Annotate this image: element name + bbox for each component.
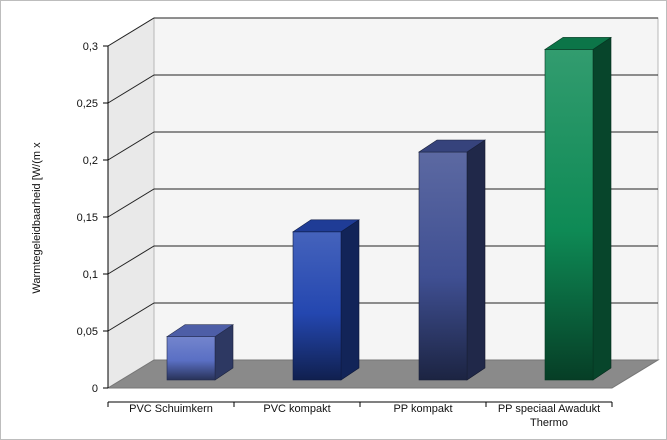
bar-front <box>292 231 342 381</box>
y-tick-label: 0,1 <box>83 269 98 281</box>
x-tick-label: PVC kompakt <box>263 403 330 415</box>
bar-front <box>418 151 468 381</box>
y-axis: 0 0,05 0,1 0,15 0,2 0,25 0,3 <box>77 41 109 395</box>
gridline <box>107 302 658 332</box>
y-tick-label: 0 <box>92 383 98 395</box>
gridline <box>107 131 658 161</box>
x-tick-label: PVC Schuimkern <box>129 403 213 415</box>
bar-2 <box>292 219 360 381</box>
bar-side <box>340 219 360 381</box>
bar-1 <box>166 324 234 381</box>
bar-4 <box>544 36 612 381</box>
bar-top <box>418 139 486 153</box>
floor <box>106 359 660 389</box>
x-axis: PVC Schuimkern PVC kompakt PP kompakt PP sp… <box>107 401 613 429</box>
bars <box>166 36 612 381</box>
bar-side <box>466 139 486 381</box>
gridline <box>107 17 658 47</box>
y-axis-label: Warmtegeleidbaarheid [W/(m x <box>31 142 43 294</box>
bar-top <box>544 37 612 50</box>
bar-3 <box>418 139 486 381</box>
y-tick-label: 0,2 <box>83 155 98 167</box>
bar-front <box>544 49 594 381</box>
y-tick-label: 0,15 <box>77 212 98 224</box>
bar-top <box>166 324 234 337</box>
grid-lines <box>107 17 658 332</box>
y-tick-label: 0,05 <box>77 326 98 338</box>
y-tick-label: 0,25 <box>77 98 98 110</box>
gridline <box>107 74 658 104</box>
gridline <box>107 188 658 218</box>
gridline <box>107 245 658 275</box>
y-axis-label-group: Warmtegeleidbaarheid [W/(m x <box>31 142 43 294</box>
x-tick-label: PP kompakt <box>393 403 452 415</box>
bar-side <box>592 36 612 381</box>
y-tick-label: 0,3 <box>83 41 98 53</box>
bar-front <box>166 336 216 381</box>
x-tick-label: PP speciaal Awadukt Thermo <box>498 403 600 429</box>
bar-top <box>292 219 360 233</box>
